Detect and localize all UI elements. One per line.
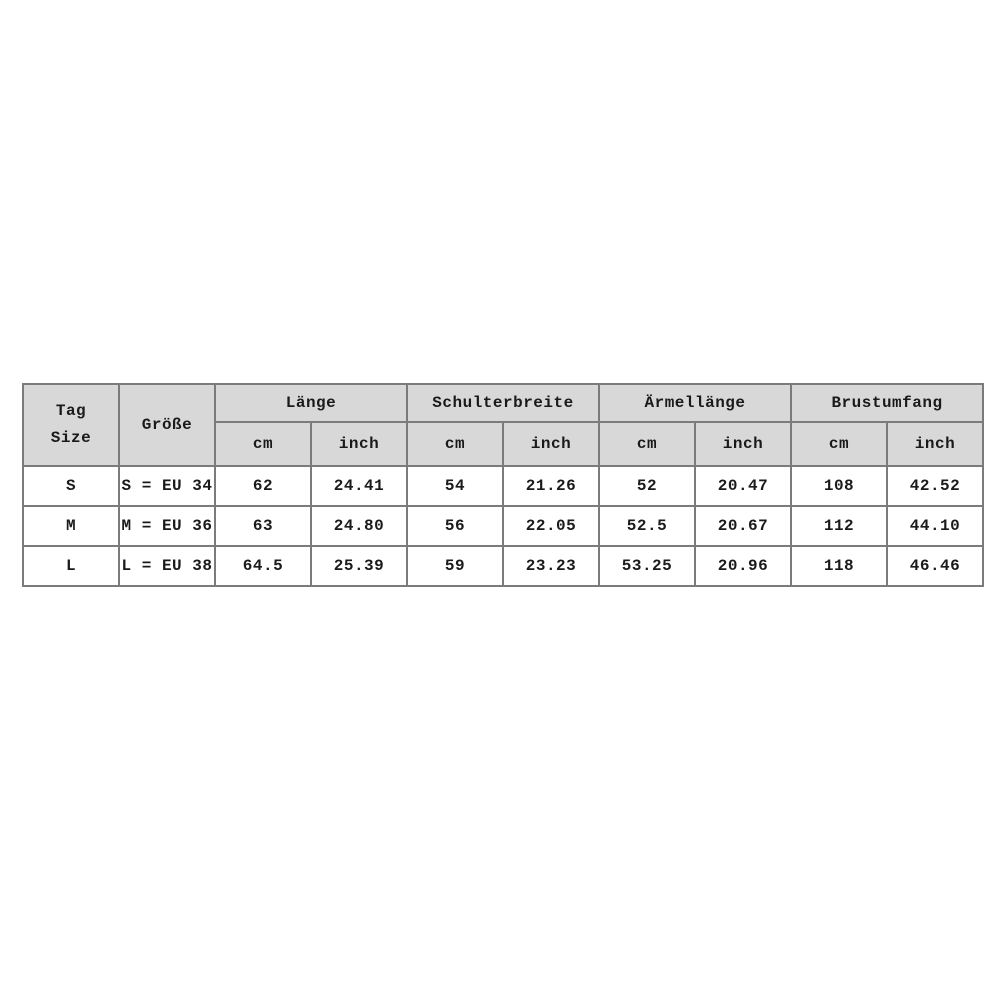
unit-cell-brustumfang-inch: inch — [886, 421, 984, 467]
unit-cell-aermellaenge-inch: inch — [694, 421, 792, 467]
data-cell-laenge-cm: 62 — [214, 465, 312, 507]
data-cell-laenge-inch: 24.41 — [310, 465, 408, 507]
unit-cell-laenge-inch: inch — [310, 421, 408, 467]
data-cell-groesse: L = EU 38 — [118, 545, 216, 587]
data-cell-brustumfang-cm: 118 — [790, 545, 888, 587]
data-cell-aermellaenge-inch: 20.47 — [694, 465, 792, 507]
data-cell-aermellaenge-cm: 52 — [598, 465, 696, 507]
data-cell-tag: S — [22, 465, 120, 507]
header-cell-laenge: Länge — [214, 383, 408, 423]
data-cell-laenge-cm: 64.5 — [214, 545, 312, 587]
data-cell-laenge-inch: 25.39 — [310, 545, 408, 587]
data-cell-aermellaenge-inch: 20.96 — [694, 545, 792, 587]
unit-cell-schulterbreite-inch: inch — [502, 421, 600, 467]
header-cell-brustumfang: Brustumfang — [790, 383, 984, 423]
data-cell-aermellaenge-cm: 52.5 — [598, 505, 696, 547]
data-cell-schulterbreite-inch: 23.23 — [502, 545, 600, 587]
data-cell-schulterbreite-cm: 56 — [406, 505, 504, 547]
data-cell-tag: M — [22, 505, 120, 547]
unit-cell-aermellaenge-cm: cm — [598, 421, 696, 467]
data-cell-laenge-inch: 24.80 — [310, 505, 408, 547]
header-cell-schulterbreite: Schulterbreite — [406, 383, 600, 423]
data-cell-schulterbreite-inch: 22.05 — [502, 505, 600, 547]
data-cell-brustumfang-cm: 112 — [790, 505, 888, 547]
table-row-s: S S = EU 34 62 24.41 54 21.26 52 20.47 1… — [22, 465, 984, 507]
data-cell-brustumfang-inch: 46.46 — [886, 545, 984, 587]
data-cell-laenge-cm: 63 — [214, 505, 312, 547]
table-row-m: M M = EU 36 63 24.80 56 22.05 52.5 20.67… — [22, 505, 984, 547]
table-row-l: L L = EU 38 64.5 25.39 59 23.23 53.25 20… — [22, 545, 984, 587]
data-cell-schulterbreite-inch: 21.26 — [502, 465, 600, 507]
data-cell-brustumfang-cm: 108 — [790, 465, 888, 507]
data-cell-groesse: S = EU 34 — [118, 465, 216, 507]
data-cell-tag: L — [22, 545, 120, 587]
header-cell-aermellaenge: Ärmellänge — [598, 383, 792, 423]
data-cell-brustumfang-inch: 44.10 — [886, 505, 984, 547]
header-cell-groesse: Größe — [118, 383, 216, 467]
unit-cell-brustumfang-cm: cm — [790, 421, 888, 467]
data-cell-schulterbreite-cm: 59 — [406, 545, 504, 587]
data-cell-groesse: M = EU 36 — [118, 505, 216, 547]
unit-cell-laenge-cm: cm — [214, 421, 312, 467]
corner-label-tag: Tag — [55, 402, 87, 420]
data-cell-schulterbreite-cm: 54 — [406, 465, 504, 507]
group-header-row: Tag Size Größe Länge Schulterbreite Ärme… — [22, 383, 984, 467]
size-chart-table: Tag Size Größe Länge Schulterbreite Ärme… — [22, 383, 984, 587]
unit-cell-schulterbreite-cm: cm — [406, 421, 504, 467]
data-cell-brustumfang-inch: 42.52 — [886, 465, 984, 507]
unit-header-row: cm inch cm inch cm inch cm inch — [23, 421, 984, 467]
corner-label-size: Size — [50, 429, 92, 447]
data-cell-aermellaenge-cm: 53.25 — [598, 545, 696, 587]
data-cell-aermellaenge-inch: 20.67 — [694, 505, 792, 547]
corner-header-cell: Tag Size — [22, 383, 120, 467]
